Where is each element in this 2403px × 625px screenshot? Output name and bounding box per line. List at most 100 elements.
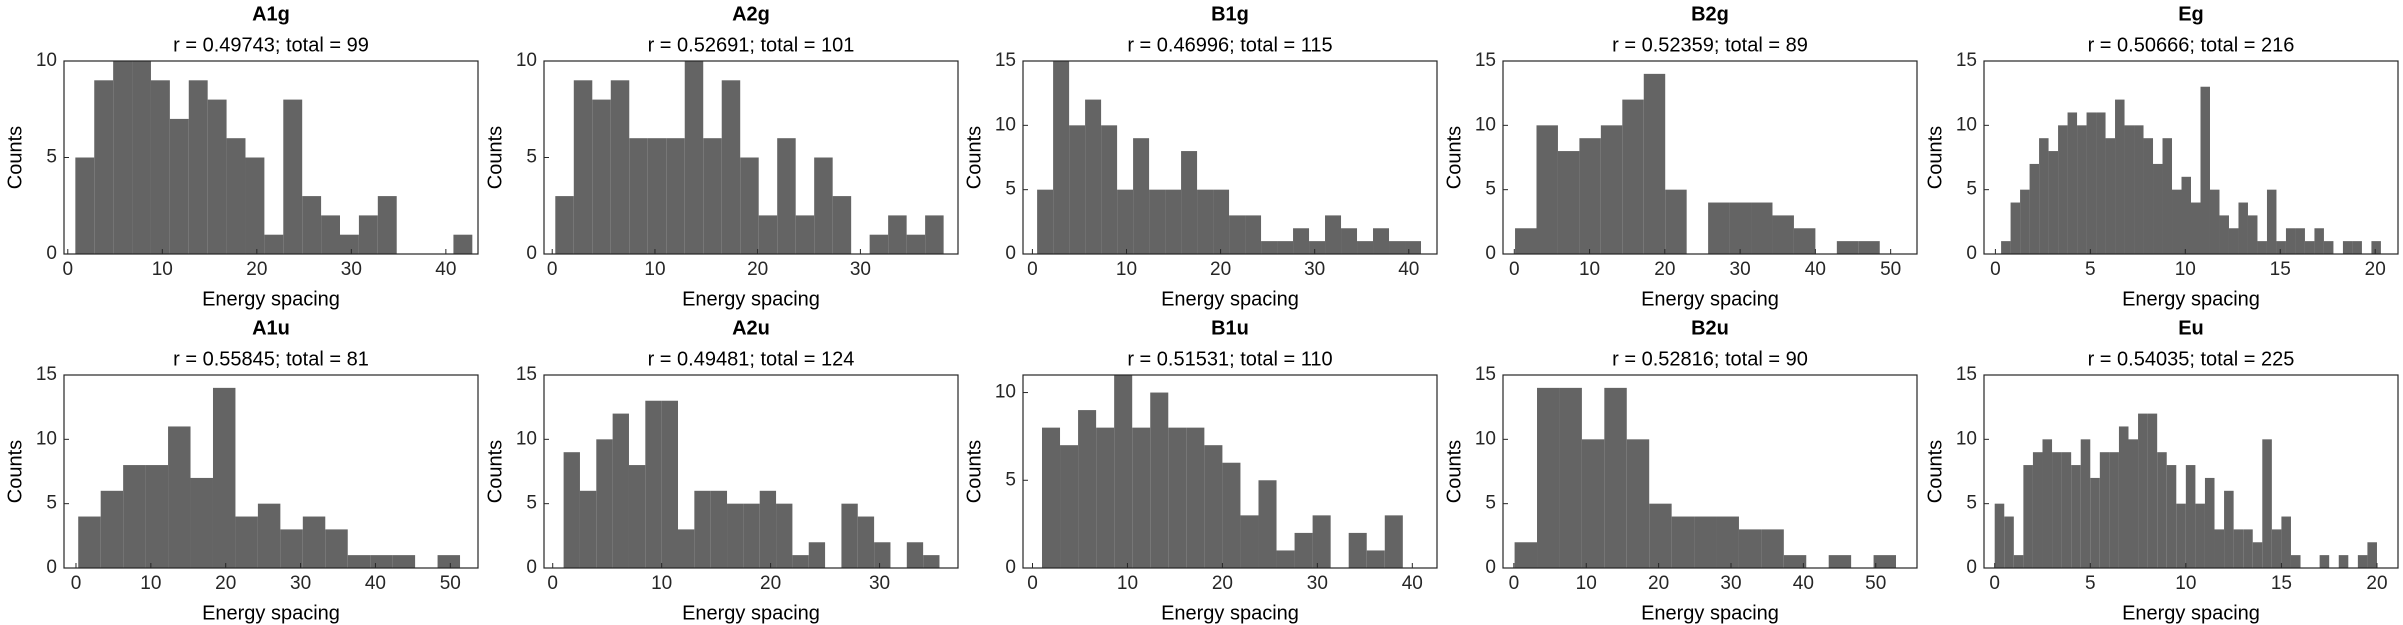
bar: [123, 465, 146, 568]
bar: [1515, 228, 1537, 254]
subplot-subtitle: r = 0.54035; total = 225: [2088, 348, 2295, 370]
subplot-subtitle: r = 0.46996; total = 115: [1127, 34, 1332, 56]
bar: [1665, 189, 1687, 254]
x-tick-label: 0: [1990, 259, 2001, 280]
y-axis-label: Counts: [484, 440, 506, 503]
bar: [1041, 427, 1061, 568]
bar: [1312, 515, 1331, 568]
bar: [628, 465, 646, 568]
y-tick-label: 15: [1475, 50, 1496, 71]
axes-box: [1983, 60, 2399, 255]
y-tick-label: 15: [1475, 364, 1496, 385]
x-tick-label: 20: [215, 573, 236, 594]
bar: [2096, 112, 2106, 254]
bar: [2281, 516, 2291, 568]
bar: [2352, 241, 2362, 254]
x-tick-label: 10: [1579, 259, 1600, 280]
y-axis-label: Counts: [484, 126, 506, 189]
bar: [727, 503, 744, 568]
bar: [1357, 241, 1374, 254]
bar: [2143, 138, 2154, 254]
bar: [869, 234, 889, 254]
x-axis-label: Energy spacing: [1641, 602, 1779, 624]
bar: [792, 555, 809, 568]
y-tick-label: 10: [995, 382, 1016, 403]
y-tick-label: 5: [1005, 179, 1016, 200]
bar: [1181, 151, 1198, 254]
bar: [2323, 241, 2334, 254]
bar: [2172, 189, 2182, 254]
subplot: Eu r = 0.54035; total = 225 Energy spacing…: [1924, 317, 2399, 624]
bar: [370, 555, 393, 568]
bar: [2128, 439, 2139, 568]
bar: [2319, 555, 2330, 568]
bar: [1994, 503, 2005, 568]
subplot-title: Eg: [2178, 3, 2204, 25]
bar: [2290, 555, 2301, 568]
x-tick-label: 20: [1212, 573, 1233, 594]
x-tick-label: 20: [1654, 259, 1675, 280]
bar: [1204, 445, 1223, 568]
y-tick-label: 0: [1005, 557, 1016, 578]
bar: [1557, 151, 1580, 254]
bar: [264, 234, 284, 254]
bar: [1643, 73, 1666, 254]
y-tick-label: 0: [46, 557, 57, 578]
bar: [1245, 215, 1262, 254]
bar: [2262, 439, 2272, 568]
bar: [2304, 241, 2315, 254]
bar: [2090, 477, 2100, 568]
x-tick-label: 30: [1730, 259, 1751, 280]
bar: [168, 426, 191, 568]
bar: [2071, 465, 2081, 568]
y-tick-label: 10: [36, 428, 57, 449]
y-tick-label: 0: [1005, 243, 1016, 264]
bar: [888, 215, 907, 254]
bar: [841, 503, 858, 568]
x-tick-label: 0: [71, 573, 82, 594]
bar: [1626, 439, 1650, 568]
bar: [1600, 125, 1623, 254]
bar: [169, 118, 189, 255]
y-tick-label: 5: [526, 147, 537, 168]
x-tick-label: 50: [1865, 573, 1886, 594]
bar: [1276, 550, 1295, 568]
bar: [2295, 228, 2305, 254]
bar: [1168, 427, 1187, 568]
subplot-subtitle: r = 0.49481; total = 124: [648, 348, 855, 370]
bar: [1294, 532, 1313, 568]
x-tick-label: 0: [1509, 259, 1520, 280]
bar: [2048, 151, 2059, 254]
subplot: Eg r = 0.50666; total = 216 Energy spacing…: [1924, 3, 2399, 310]
bar: [2276, 241, 2286, 254]
bar: [2214, 529, 2225, 568]
bar: [1060, 445, 1079, 568]
y-axis-label: Counts: [4, 440, 26, 503]
bar: [1096, 427, 1115, 568]
bar: [1514, 542, 1538, 568]
bar: [1085, 99, 1102, 254]
bar: [2001, 241, 2011, 254]
bar: [610, 80, 630, 254]
bar: [113, 61, 133, 254]
bar: [1389, 241, 1406, 254]
axes-box: [1022, 374, 1438, 569]
y-tick-label: 10: [1475, 114, 1496, 135]
bar: [740, 157, 759, 254]
bar: [1828, 555, 1852, 568]
bar: [280, 529, 303, 568]
bar: [795, 215, 815, 254]
bar: [612, 413, 629, 568]
x-tick-label: 0: [1509, 573, 1520, 594]
bar: [1078, 410, 1097, 568]
bar: [340, 234, 359, 254]
bar: [1708, 202, 1730, 254]
bar: [1366, 550, 1385, 568]
bar: [555, 196, 574, 254]
bar: [226, 138, 246, 254]
bar: [1579, 138, 1601, 254]
bar: [906, 542, 924, 568]
y-tick-label: 10: [1956, 114, 1977, 135]
x-axis-label: Energy spacing: [202, 288, 340, 310]
bar: [1197, 189, 1214, 254]
